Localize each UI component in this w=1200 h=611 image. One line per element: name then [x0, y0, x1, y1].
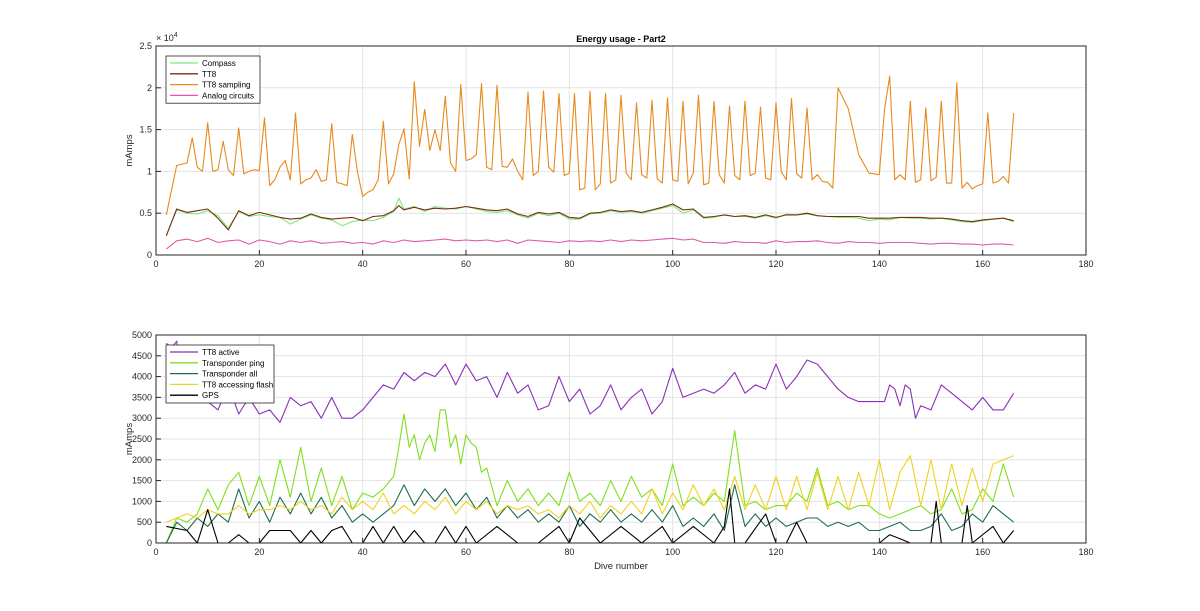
bottom-y-axis-label: mAmps [124, 423, 135, 455]
x-tick-label: 120 [768, 547, 783, 557]
bottom-axes: 0 20 40 60 80 100 120 140 160 180 0 500 1000 1500 2000… [124, 330, 1094, 572]
series-line-gps [166, 488, 1015, 544]
legend-entry: Transponder ping [202, 359, 264, 368]
y-tick-label: 1.5 [139, 125, 152, 135]
x-tick-label: 160 [975, 547, 990, 557]
bottom-x-axis-label: Dive number [594, 561, 648, 572]
x-tick-label: 100 [665, 259, 680, 269]
bottom-series-lines [165, 340, 1015, 544]
y-tick-label: 4000 [132, 372, 152, 382]
y-tick-label: 2.5 [139, 41, 152, 51]
top-gridlines [155, 45, 1087, 256]
x-tick-label: 60 [461, 547, 471, 557]
x-tick-label: 100 [665, 547, 680, 557]
bottom-tick-labels: 0 20 40 60 80 100 120 140 160 180 0 500 1000 1500 2000… [132, 330, 1094, 557]
y-tick-label: 1000 [132, 496, 152, 506]
y-tick-label: 3000 [132, 413, 152, 423]
top-axes-frame [155, 45, 1087, 256]
x-tick-label: 180 [1078, 547, 1093, 557]
legend-entry: TT8 sampling [202, 81, 250, 90]
series-line-tt8 [165, 203, 1014, 236]
y-tick-label: 0 [147, 538, 152, 548]
y-tick-label: 5000 [132, 330, 152, 340]
legend-entry: TT8 accessing flash [202, 380, 273, 389]
x-tick-label: 0 [153, 547, 158, 557]
x-tick-label: 120 [768, 259, 783, 269]
y-tick-label: 1 [147, 166, 152, 176]
x-tick-label: 80 [564, 547, 574, 557]
x-tick-label: 20 [254, 547, 264, 557]
x-tick-label: 160 [975, 259, 990, 269]
series-line-transponder-ping [165, 409, 1015, 544]
y-tick-label: 2500 [132, 434, 152, 444]
x-tick-label: 180 [1078, 259, 1093, 269]
top-series-lines [165, 75, 1015, 250]
bottom-gridlines [155, 334, 1087, 544]
series-line-analog-circuits [165, 237, 1014, 250]
x-tick-label: 40 [358, 259, 368, 269]
top-y-exponent-base: × 10 [156, 33, 174, 43]
y-tick-label: 500 [137, 517, 152, 527]
x-tick-label: 20 [254, 259, 264, 269]
x-tick-label: 0 [153, 259, 158, 269]
top-tick-labels: 0 20 40 60 80 100 120 140 160 180 0 0.5 1 1.5 2 2.5 [139, 41, 1093, 269]
y-tick-label: 1500 [132, 476, 152, 486]
y-tick-label: 0.5 [139, 208, 152, 218]
legend-entry: Transponder all [202, 370, 258, 379]
x-tick-label: 60 [461, 259, 471, 269]
x-tick-label: 40 [358, 547, 368, 557]
top-y-axis-label: mAmps [124, 134, 135, 166]
legend-entry: TT8 active [202, 348, 240, 357]
x-tick-label: 80 [564, 259, 574, 269]
y-tick-label: 0 [147, 250, 152, 260]
series-line-tt8-active [165, 340, 1015, 423]
top-y-exponent-power: 4 [174, 32, 178, 39]
y-tick-label: 3500 [132, 392, 152, 402]
legend-entry: GPS [202, 391, 219, 400]
y-tick-label: 4500 [132, 351, 152, 361]
legend-entry: Compass [202, 59, 236, 68]
top-y-exponent: × 104 [156, 32, 178, 43]
top-chart-title: Energy usage - Part2 [576, 34, 666, 44]
legend-entry: TT8 [202, 70, 217, 79]
series-line-tt8-accessing-flash [166, 455, 1014, 523]
bottom-legend: TT8 active Transponder ping Transponder al… [165, 344, 275, 404]
series-line-tt8-sampling [165, 75, 1015, 216]
x-tick-label: 140 [872, 259, 887, 269]
x-tick-label: 140 [872, 547, 887, 557]
y-tick-label: 2 [147, 83, 152, 93]
top-axes: 0 20 40 60 80 100 120 140 160 180 0 0.5 1 1.5 2 2.5 Ene… [124, 32, 1094, 269]
legend-entry: Analog circuits [202, 91, 254, 100]
y-tick-label: 2000 [132, 455, 152, 465]
series-line-compass [165, 197, 1014, 236]
